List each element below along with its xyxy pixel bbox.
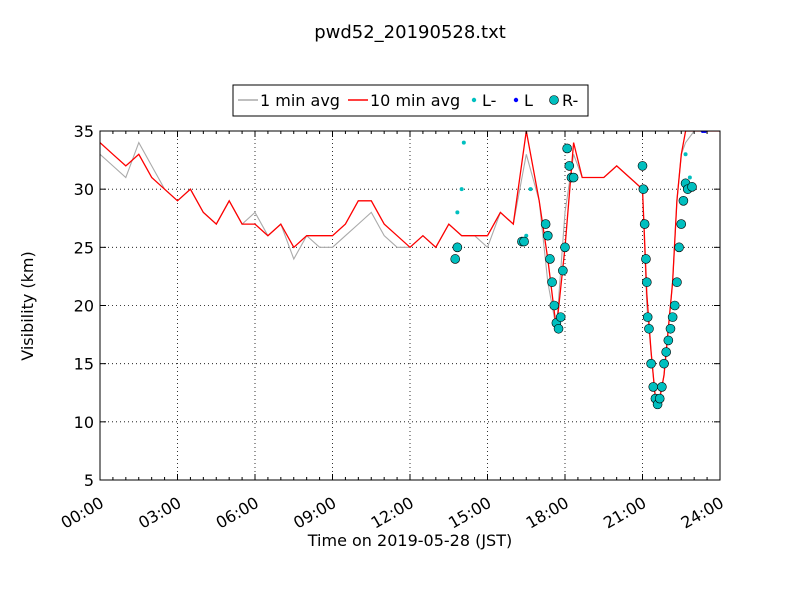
series-point-large [674, 242, 684, 253]
legend-label: L [524, 91, 533, 110]
series-point-large [672, 277, 682, 288]
x-tick-label: 24:00 [678, 493, 727, 533]
chart-title: pwd52_20190528.txt [314, 22, 506, 43]
series-point-large [558, 265, 568, 276]
legend: 1 min avg 10 min avg L- L R- [232, 84, 589, 117]
legend-label: 1 min avg [260, 91, 340, 110]
series-point-large [555, 312, 566, 322]
series-point-large [678, 196, 689, 206]
x-tick-label: 12:00 [368, 493, 417, 533]
y-tick-label: 35 [74, 122, 94, 141]
series-point-large [657, 382, 667, 392]
series-point-large [450, 254, 461, 264]
x-tick-label: 15:00 [445, 493, 494, 533]
series-point-large [676, 219, 687, 229]
series-point-large [540, 219, 551, 229]
series-point-large [648, 382, 659, 392]
series-point-large [562, 143, 572, 154]
series-point-small [461, 140, 466, 145]
plot-series [100, 131, 720, 410]
series-point-large [659, 358, 669, 369]
series-point-large [661, 347, 671, 357]
series-point-large [639, 219, 650, 229]
legend-box [232, 84, 589, 117]
x-tick-label: 09:00 [290, 493, 339, 533]
series-point-large [669, 300, 680, 311]
legend-label: R- [562, 91, 578, 110]
series-point-large [667, 312, 678, 322]
y-tick-label: 25 [74, 238, 94, 257]
y-tick-label: 5 [84, 471, 94, 490]
x-tick-label: 06:00 [213, 493, 262, 533]
x-tick-label: 03:00 [135, 493, 184, 533]
legend-swatch-circle [549, 95, 559, 105]
plot-frame [99, 130, 721, 481]
series-point-large [519, 236, 529, 247]
series-point-large [641, 254, 651, 264]
series-point-large [642, 277, 652, 288]
y-tick-label: 10 [74, 413, 94, 432]
series-point-small [687, 175, 692, 180]
series-point-small [524, 233, 529, 238]
legend-label: 10 min avg [370, 91, 460, 110]
series-point-large [642, 312, 653, 322]
series-point-large [553, 323, 564, 334]
series-point-large [547, 277, 557, 288]
series-point-large [637, 161, 648, 171]
y-axis-label: Visibility (km) [18, 251, 37, 360]
series-point-large [542, 230, 553, 241]
series-point-large [564, 161, 575, 171]
series-point-small [459, 187, 464, 192]
series-point-large [665, 323, 676, 334]
legend-swatch-dot [513, 97, 519, 103]
series-point-large [687, 182, 697, 192]
legend-swatch-dot [471, 97, 477, 103]
series-point-large [644, 323, 654, 334]
series-point-large [663, 335, 674, 346]
series-point-small [455, 210, 460, 215]
series-point-large [452, 242, 463, 253]
grid [100, 131, 720, 480]
y-tick-label: 30 [74, 180, 94, 199]
y-tick-label: 15 [74, 355, 94, 374]
series-point-large [560, 242, 570, 253]
series-point-large [638, 184, 649, 194]
series-point-large [549, 300, 560, 311]
series-point-large [654, 393, 665, 404]
x-axis-label: Time on 2019-05-28 (JST) [307, 531, 512, 550]
legend-label: L- [482, 91, 496, 110]
series-point-small [683, 152, 688, 157]
series-point-small [528, 187, 533, 192]
x-tick-label: 18:00 [523, 493, 572, 533]
series-point-large [545, 254, 555, 264]
series-point-large [646, 358, 656, 369]
y-tick-label: 20 [74, 297, 94, 316]
x-tick-label: 21:00 [600, 493, 649, 533]
x-tick-label: 00:00 [58, 493, 107, 533]
series-point-large [568, 172, 579, 183]
